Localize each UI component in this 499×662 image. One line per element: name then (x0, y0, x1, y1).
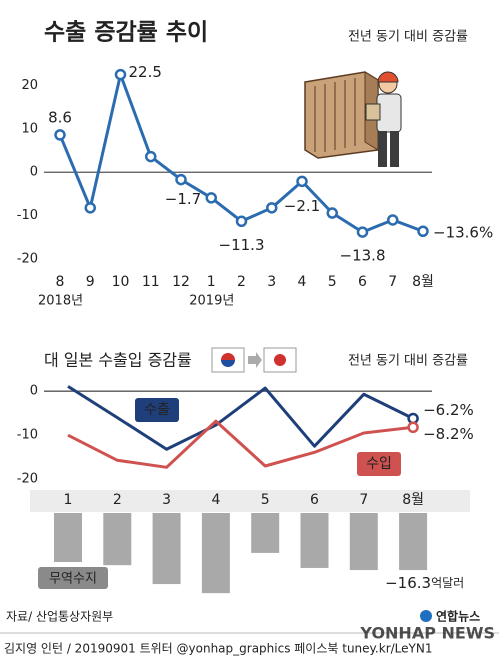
value-label-number: −16.3 (385, 574, 431, 592)
x-tick-label: 2 (237, 274, 246, 290)
illustration (304, 71, 402, 167)
data-line (67, 419, 414, 469)
value-label-unit: 억달러 (431, 576, 464, 590)
y-tick-label: 0 (30, 384, 38, 399)
chart-title: 수출 증감률 추이 (44, 20, 208, 46)
value-label: −8.2% (423, 425, 474, 443)
x-tick-label: 4 (211, 492, 220, 508)
x-tick-label: 6 (358, 274, 367, 290)
value-label: −1.7 (165, 190, 201, 208)
series-label: 무역수지 (49, 572, 97, 587)
series-label: 수입 (366, 456, 392, 472)
chart-title: 대 일본 수출입 증감률 (44, 351, 192, 370)
x-tick-label: 5 (328, 274, 337, 290)
marker (296, 175, 308, 188)
value-label: 8.6 (48, 108, 72, 126)
series-badge (38, 567, 108, 589)
y-tick-label: -20 (17, 252, 38, 267)
subtitle: 전년 동기 대비 증감률 (348, 30, 468, 45)
data-line (67, 385, 414, 451)
logo-english: YONHAP NEWS (359, 624, 495, 643)
y-tick-label: -10 (17, 208, 38, 223)
value-label: −6.2% (423, 401, 474, 419)
marker (407, 421, 419, 434)
bar (201, 513, 230, 594)
value-label: −13.6% (433, 224, 493, 242)
bar (152, 513, 181, 585)
x-tick-label: 7 (388, 274, 397, 290)
x-tick-label: 7 (359, 492, 368, 508)
x-tick-label: 1 (64, 492, 73, 508)
value-label: 22.5 (129, 63, 162, 81)
y-tick-label: 0 (30, 165, 38, 180)
x-tick-label: 4 (298, 274, 307, 290)
x-label-band (30, 490, 470, 512)
x-tick-label: 11 (142, 274, 160, 290)
logo: 연합뉴스 (436, 609, 480, 624)
bar (54, 513, 82, 562)
x-tick-label: 8월 (412, 274, 434, 290)
flags (211, 347, 297, 373)
value-label: −2.1 (284, 197, 320, 215)
x-tick-label: 10 (112, 274, 130, 290)
value-label: −16.3억달러 (385, 574, 464, 592)
value-label: −13.8 (340, 247, 386, 265)
y-tick-label: 20 (21, 78, 38, 93)
marker (145, 150, 157, 163)
marker (266, 202, 278, 214)
marker (114, 68, 127, 81)
x-tick-label: 3 (267, 274, 276, 290)
marker (84, 202, 96, 214)
x-tick-label: 2 (113, 492, 122, 508)
bar (399, 513, 428, 571)
x-group-label: 2019년 (189, 294, 234, 309)
bar (103, 513, 132, 566)
marker (387, 214, 399, 226)
x-group-label: 2018년 (38, 294, 83, 309)
marker (417, 225, 429, 237)
series-badge (135, 398, 179, 422)
series-label: 수출 (144, 402, 170, 418)
x-tick-label: 12 (172, 274, 190, 290)
y-tick-label: -20 (17, 472, 38, 487)
y-tick-label: 10 (21, 121, 38, 136)
bar (251, 513, 280, 553)
y-tick-label: -10 (17, 428, 38, 443)
bar (349, 513, 378, 571)
x-tick-label: 5 (261, 492, 270, 508)
value-label: −11.3 (219, 236, 265, 254)
marker (356, 226, 369, 238)
credit: 김지영 인턴 / 20190901 트위터 @yonhap_graphics 페… (4, 642, 432, 656)
bar (300, 513, 329, 568)
x-tick-label: 9 (86, 274, 95, 290)
x-tick-label: 3 (162, 492, 171, 508)
series-badge (357, 452, 401, 476)
x-tick-label: 8월 (402, 492, 424, 508)
marker (205, 192, 217, 204)
marker (326, 207, 338, 219)
x-tick-label: 6 (310, 492, 319, 508)
source: 자료/ 산업통상자원부 (6, 610, 113, 624)
x-tick-label: 8 (56, 274, 65, 290)
x-tick-label: 1 (207, 274, 216, 290)
marker (235, 215, 248, 228)
marker (175, 173, 187, 186)
marker (54, 129, 66, 141)
subtitle: 전년 동기 대비 증감률 (348, 354, 468, 369)
logo-icon (420, 610, 432, 622)
